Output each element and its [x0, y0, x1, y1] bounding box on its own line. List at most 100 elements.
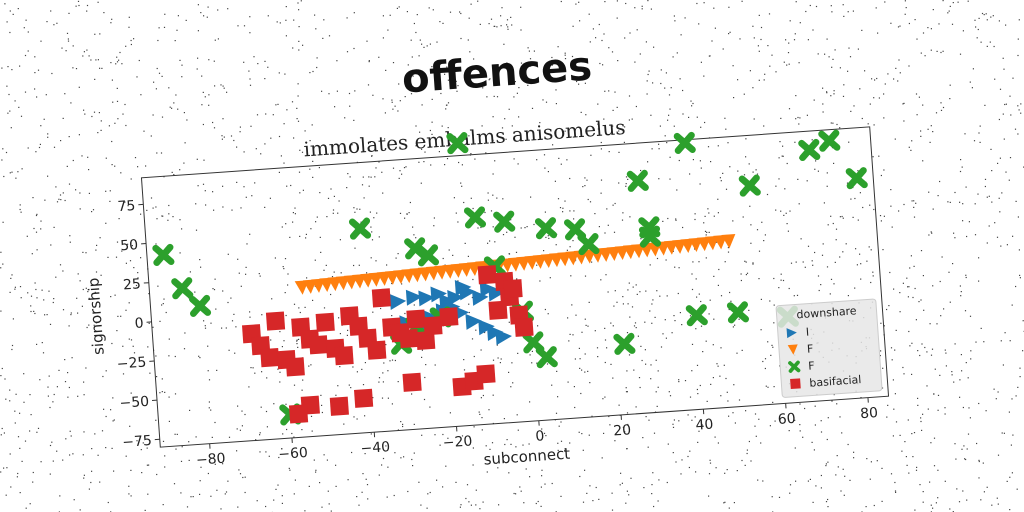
noise-speck — [1017, 105, 1019, 107]
noise-speck — [111, 447, 113, 449]
noise-speck — [8, 93, 10, 96]
noise-speck — [814, 251, 816, 254]
noise-speck — [594, 213, 596, 215]
noise-speck — [181, 76, 183, 78]
noise-speck — [922, 104, 924, 106]
noise-speck — [887, 404, 889, 406]
noise-speck — [286, 185, 288, 187]
noise-speck — [301, 429, 303, 431]
noise-speck — [431, 133, 433, 135]
noise-speck — [713, 275, 715, 277]
noise-speck — [628, 354, 631, 356]
noise-speck — [210, 409, 212, 411]
noise-speck — [926, 351, 928, 353]
chart-container: immolates embalms anisomelus −80 −60 −40 −2… — [84, 115, 890, 469]
noise-speck — [17, 472, 19, 475]
noise-speck — [68, 136, 70, 138]
data-point-series-3 — [503, 279, 523, 299]
noise-speck — [118, 218, 120, 220]
noise-speck — [720, 395, 722, 397]
noise-speck — [510, 386, 512, 388]
noise-speck — [408, 212, 410, 214]
noise-speck — [614, 290, 616, 292]
noise-speck — [86, 10, 88, 12]
noise-speck — [705, 257, 707, 259]
noise-speck — [216, 489, 218, 491]
noise-speck — [20, 297, 22, 299]
noise-speck — [688, 116, 690, 118]
noise-speck — [168, 204, 170, 207]
noise-speck — [703, 222, 705, 224]
noise-speck — [966, 235, 968, 238]
noise-speck — [708, 495, 710, 497]
noise-speck — [587, 325, 589, 327]
noise-speck — [728, 507, 730, 509]
noise-speck — [64, 93, 66, 95]
noise-speck — [1017, 216, 1019, 218]
noise-speck — [249, 16, 251, 18]
noise-speck — [508, 472, 510, 474]
noise-speck — [959, 285, 961, 287]
noise-speck — [822, 111, 824, 113]
noise-speck — [964, 458, 966, 460]
noise-speck — [533, 50, 535, 52]
noise-speck — [213, 209, 215, 211]
noise-speck — [312, 176, 314, 178]
noise-speck — [614, 202, 616, 205]
noise-speck — [710, 383, 712, 385]
data-point-series-2 — [152, 243, 175, 266]
noise-speck — [904, 0, 906, 2]
noise-speck — [740, 279, 742, 282]
noise-speck — [281, 502, 283, 504]
noise-speck — [786, 162, 788, 165]
noise-speck — [811, 260, 813, 262]
noise-speck — [547, 171, 549, 173]
noise-speck — [129, 425, 131, 427]
noise-speck — [1009, 157, 1012, 159]
noise-speck — [492, 116, 494, 118]
noise-speck — [369, 211, 371, 213]
noise-speck — [782, 145, 784, 147]
noise-speck — [267, 15, 269, 17]
noise-speck — [653, 46, 655, 48]
noise-speck — [489, 240, 491, 242]
noise-speck — [186, 506, 189, 508]
noise-speck — [374, 176, 376, 178]
noise-speck — [712, 377, 714, 379]
noise-speck — [666, 142, 668, 144]
noise-speck — [66, 165, 68, 167]
noise-speck — [883, 93, 885, 95]
noise-speck — [503, 418, 505, 420]
noise-speck — [713, 215, 715, 217]
noise-speck — [330, 510, 332, 512]
noise-speck — [423, 398, 426, 401]
noise-speck — [221, 135, 223, 137]
noise-speck — [756, 229, 759, 231]
noise-speck — [967, 433, 970, 435]
noise-speck — [496, 197, 498, 199]
noise-speck — [88, 55, 90, 57]
noise-speck — [474, 158, 476, 160]
noise-speck — [627, 178, 629, 180]
noise-speck — [540, 486, 542, 488]
data-point-series-3 — [423, 316, 443, 336]
noise-speck — [651, 148, 653, 150]
noise-speck — [468, 135, 470, 137]
noise-speck — [618, 130, 620, 132]
noise-speck — [243, 61, 245, 63]
noise-speck — [285, 314, 287, 317]
noise-speck — [204, 190, 206, 192]
noise-speck — [980, 41, 982, 43]
noise-speck — [81, 305, 83, 307]
noise-speck — [826, 438, 828, 441]
noise-speck — [488, 23, 490, 25]
noise-speck — [866, 458, 868, 460]
noise-speck — [49, 406, 51, 409]
noise-speck — [452, 254, 454, 256]
noise-speck — [46, 314, 48, 316]
noise-speck — [312, 70, 314, 73]
noise-speck — [870, 249, 872, 251]
noise-speck — [907, 296, 909, 298]
noise-speck — [541, 475, 543, 477]
noise-speck — [392, 167, 395, 169]
